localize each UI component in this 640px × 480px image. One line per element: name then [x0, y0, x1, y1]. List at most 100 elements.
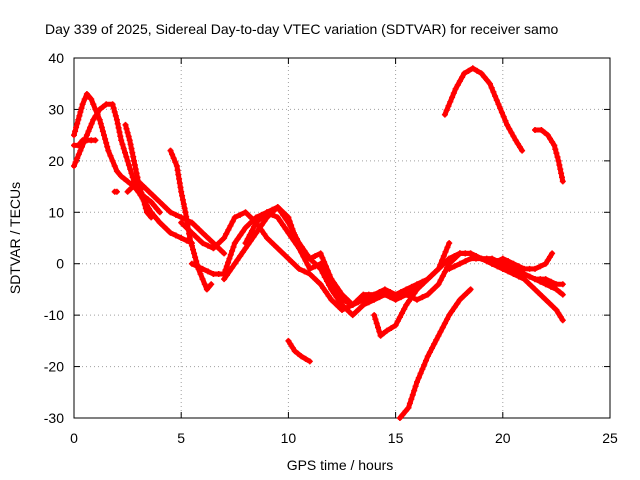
data-point: [414, 296, 420, 303]
data-point: [285, 255, 292, 262]
data-point: [532, 276, 538, 283]
data-point: [112, 112, 119, 119]
data-point: [486, 80, 493, 87]
data-point: [387, 289, 394, 295]
data-point: [478, 70, 485, 77]
data-point: [495, 101, 502, 108]
data-point: [483, 258, 490, 265]
data-point: [113, 168, 120, 175]
data-trace: [189, 209, 463, 318]
data-point: [178, 235, 185, 241]
data-point: [151, 202, 157, 209]
data-point: [131, 162, 138, 168]
data-point: [167, 229, 174, 236]
data-point: [532, 265, 538, 272]
data-point: [441, 320, 448, 327]
data-point: [229, 264, 236, 271]
data-point: [285, 219, 292, 226]
data-point: [424, 276, 431, 283]
data-point: [467, 286, 474, 293]
y-tick-label: 40: [48, 50, 64, 66]
data-point: [548, 283, 554, 290]
data-point: [138, 190, 145, 196]
data-point: [499, 255, 506, 262]
data-point: [349, 312, 356, 319]
x-axis-title: GPS time / hours: [287, 457, 394, 473]
data-point: [118, 137, 125, 144]
data-point: [148, 214, 155, 221]
data-point: [280, 211, 286, 218]
data-point: [333, 283, 340, 290]
data-point: [267, 238, 274, 245]
data-point: [512, 137, 519, 144]
data-point: [419, 278, 426, 285]
data-point: [554, 154, 561, 160]
data-point: [242, 209, 249, 216]
data-point: [431, 269, 438, 276]
data-point: [227, 222, 234, 229]
data-point: [312, 263, 319, 270]
data-point: [454, 82, 461, 88]
data-point: [72, 128, 79, 135]
data-point: [494, 263, 501, 270]
data-point: [178, 188, 185, 195]
data-point: [557, 166, 564, 173]
data-point: [124, 129, 131, 136]
data-series-arc-5: [167, 147, 215, 293]
data-point: [384, 327, 390, 334]
data-point: [77, 147, 84, 154]
data-point: [301, 268, 308, 275]
data-point: [127, 166, 134, 173]
data-point: [360, 296, 367, 303]
data-point: [314, 277, 320, 284]
y-tick-label: 10: [48, 204, 64, 220]
data-point: [156, 199, 163, 205]
data-point: [237, 232, 244, 239]
data-point: [126, 137, 133, 144]
data-point: [456, 260, 463, 267]
data-point: [331, 280, 337, 286]
data-point: [111, 163, 118, 169]
data-point: [517, 144, 523, 151]
data-point: [178, 214, 185, 221]
data-point: [123, 125, 130, 132]
data-point: [142, 205, 149, 212]
data-point: [403, 286, 410, 293]
data-point: [322, 263, 329, 270]
data-point: [153, 216, 160, 223]
data-point: [549, 139, 556, 145]
data-point: [435, 265, 442, 272]
data-series-arc-10: [242, 204, 356, 308]
data-point: [99, 128, 106, 135]
data-point: [459, 74, 466, 81]
data-point: [446, 265, 453, 272]
data-point: [521, 271, 528, 277]
data-point: [549, 303, 556, 310]
data-series-arc-11: [371, 286, 420, 339]
data-point: [253, 219, 260, 226]
data-point: [321, 274, 328, 281]
data-point: [175, 171, 182, 178]
data-point: [133, 170, 140, 177]
data-point: [450, 90, 457, 97]
data-point: [258, 222, 265, 229]
data-point: [406, 400, 413, 407]
data-point: [414, 379, 420, 385]
data-point: [423, 357, 429, 364]
data-point: [321, 259, 328, 265]
data-point: [376, 328, 383, 335]
data-point: [408, 294, 415, 301]
data-point: [156, 219, 163, 226]
data-point: [143, 209, 150, 216]
data-point: [114, 120, 121, 127]
data-point: [421, 361, 428, 368]
data-point: [490, 88, 497, 95]
data-point: [181, 223, 188, 229]
data-point: [186, 235, 193, 241]
data-point: [532, 127, 538, 133]
data-point: [505, 258, 512, 265]
data-point: [452, 85, 459, 92]
data-point: [237, 253, 244, 259]
data-point: [481, 73, 488, 80]
data-point: [469, 65, 476, 72]
